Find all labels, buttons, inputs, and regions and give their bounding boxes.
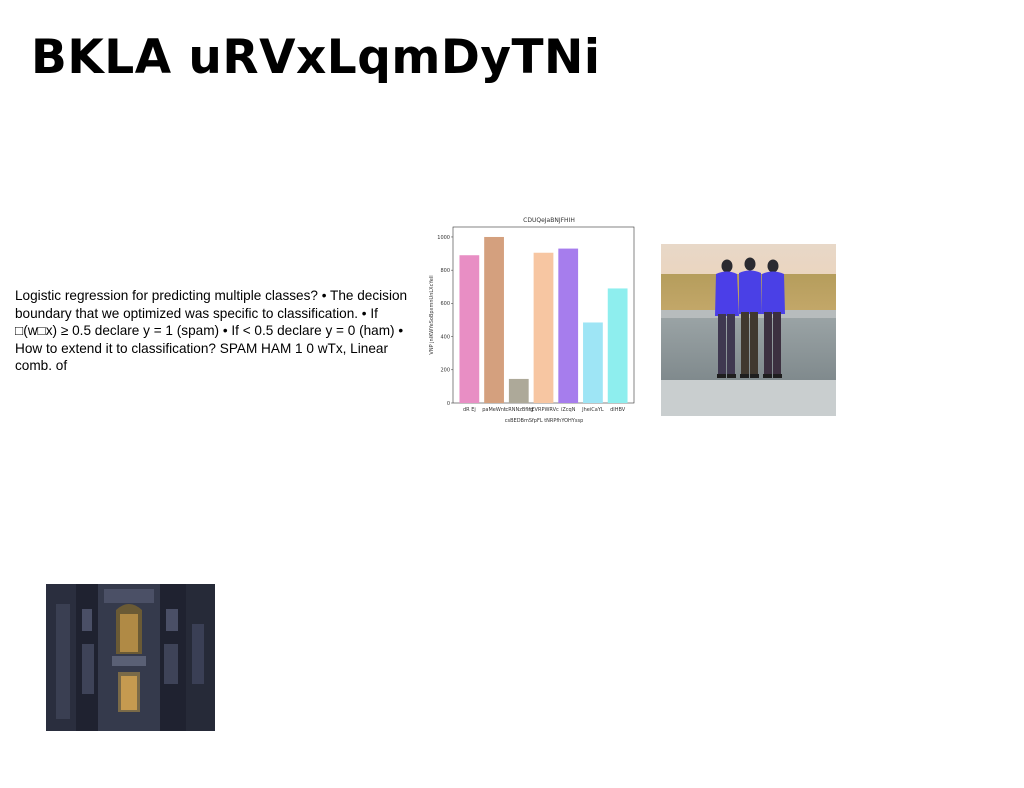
- chart-y-tick-label: 1000: [437, 235, 450, 241]
- chart-bar-0: [459, 255, 480, 403]
- people-at-wall-image: [661, 244, 836, 416]
- chart-bar-3: [533, 252, 554, 403]
- slide-title: BKLA uRVxLqmDyTNi: [31, 30, 601, 85]
- chart-x-tick-label: JheiCaYL: [581, 407, 604, 413]
- chart-x-tick-label: dlHBV: [610, 407, 626, 413]
- building-facade-image: [46, 584, 215, 731]
- chart-x-tick-label: nEVRPWRVc: [528, 407, 559, 413]
- chart-bar-1: [484, 236, 504, 403]
- chart-y-tick-label: 600: [440, 301, 450, 307]
- chart-y-tick-label: 0: [447, 401, 450, 407]
- chart-x-axis-label: csBEDBmSfpFL tNRPfhYOHYssp: [505, 418, 584, 424]
- chart-bar-5: [583, 322, 603, 403]
- bar-chart-svg: CDUQeJaBNJFHIH VNP jnIKWYeSoBpxmnUnLXcYe…: [429, 217, 635, 424]
- chart-bar-6: [607, 288, 628, 403]
- chart-y-tick-label: 200: [440, 368, 450, 374]
- building-facade-photo: [46, 584, 215, 731]
- bar-chart: CDUQeJaBNJFHIH VNP jnIKWYeSoBpxmnUnLXcYe…: [423, 210, 645, 428]
- chart-y-axis-label: VNP jnIKWYeSoBpxmnUnLXcYell: [429, 275, 435, 354]
- chart-y-tick-label: 400: [440, 334, 450, 340]
- chart-x-tick-label: paMeWnt: [482, 407, 506, 413]
- slide-body-text: Logistic regression for predicting multi…: [15, 288, 408, 373]
- chart-x-tick-label: dR Ej: [463, 407, 476, 413]
- chart-x-tick-label: iZcqN: [561, 407, 576, 413]
- chart-bar-2: [508, 378, 529, 403]
- chart-x-tick-label: lcRNNzBfIfg: [504, 407, 533, 413]
- chart-title: CDUQeJaBNJFHIH: [523, 217, 575, 224]
- people-at-wall-photo: [661, 244, 836, 416]
- chart-bar-4: [558, 248, 579, 403]
- chart-y-ticks: 0 200 400 600 800 1000: [437, 235, 453, 407]
- chart-y-tick-label: 800: [440, 268, 450, 274]
- chart-bars: [459, 236, 628, 403]
